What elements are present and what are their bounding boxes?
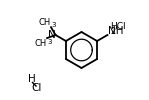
Text: H: H bbox=[28, 74, 35, 84]
Text: CH: CH bbox=[35, 39, 47, 48]
Text: 3: 3 bbox=[51, 22, 56, 28]
Text: HCl: HCl bbox=[110, 22, 126, 31]
Text: N: N bbox=[48, 30, 55, 40]
Text: NH: NH bbox=[108, 26, 123, 36]
Text: 2: 2 bbox=[110, 27, 116, 36]
Text: Cl: Cl bbox=[31, 83, 42, 93]
Text: CH: CH bbox=[38, 18, 51, 27]
Text: 3: 3 bbox=[48, 39, 52, 45]
